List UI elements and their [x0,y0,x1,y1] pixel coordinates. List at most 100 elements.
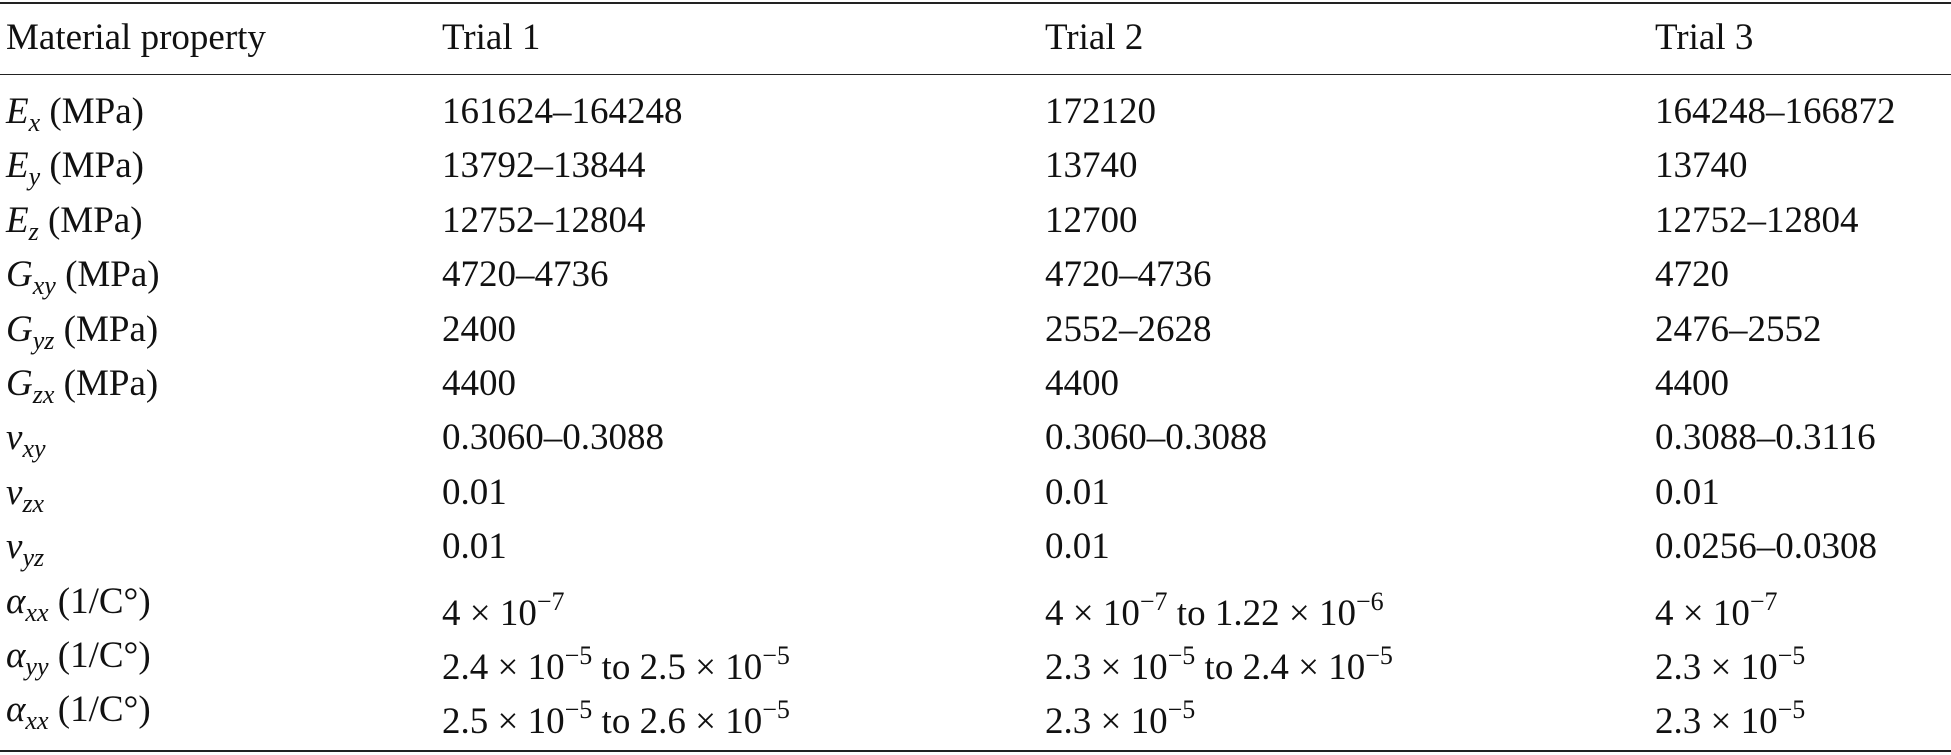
cell-sub: zx [22,488,45,518]
table-cell: αyy (1/C°) [6,634,151,681]
cell-sup: −7 [1139,586,1168,616]
cell-sub: zx [32,380,55,409]
cell-text: 2.3 × 10 [1655,647,1778,688]
cell-text: (MPa) [54,363,159,404]
table-cell: 12752–12804 [1655,199,1859,241]
cell-sup: −5 [762,641,790,670]
cell-sup: −5 [1365,641,1393,670]
table-cell: 4400 [1655,363,1729,404]
table-cell: 2400 [442,308,516,350]
cell-sup: −5 [564,695,593,725]
table-cell: αxx (1/C°) [6,688,151,736]
cell-text: to 2.4 × 10 [1195,647,1366,688]
table-cell: 2.5 × 10−5 to 2.6 × 10−5 [442,688,790,742]
cell-sub: y [28,162,41,192]
cell-text: (1/C°) [48,635,151,676]
table-cell: 4 × 10−7 [442,580,565,634]
table-cell: 12752–12804 [442,199,646,241]
table-cell: 0.01 [442,526,507,568]
header-cell: Trial 1 [442,17,541,58]
table-cell: 0.01 [1045,526,1110,568]
table-cell: Ex (MPa) [6,90,144,137]
header-cell: Trial 2 [1045,17,1144,58]
cell-italic: G [6,254,33,296]
cell-italic: E [6,91,29,132]
table-cell: 161624–164248 [442,91,683,132]
cell-italic: v [6,526,23,568]
table-cell: 2476–2552 [1655,308,1822,350]
cell-sup: −5 [1167,641,1196,670]
table-cell: 0.0256–0.0308 [1655,526,1877,568]
cell-sup: −6 [1355,586,1384,616]
cell-text: 2.4 × 10 [442,647,565,688]
cell-text: to 2.5 × 10 [592,647,763,688]
table-cell: 0.3060–0.3088 [442,417,664,459]
table-cell: 0.3060–0.3088 [1045,417,1267,459]
bottom-rule [0,750,1951,752]
table-cell: 13740 [1655,145,1748,187]
cell-italic: α [6,635,26,676]
table-cell: Gyz (MPa) [6,308,158,355]
table-cell: αxx (1/C°) [6,580,151,627]
table-cell: vxy [6,416,46,464]
top-rule [0,2,1951,4]
cell-sub: xy [22,434,46,464]
cell-text: 2.3 × 10 [1045,701,1168,743]
cell-sup: −7 [1749,586,1778,616]
cell-text: (MPa) [40,91,144,132]
cell-sub: xy [32,271,56,301]
cell-sub: yz [32,325,55,355]
cell-text: (1/C°) [48,580,151,622]
table-cell: 172120 [1045,91,1156,132]
table-cell: 0.01 [1655,471,1720,513]
cell-italic: α [6,689,26,731]
table-cell: 4400 [442,363,516,404]
cell-sup: −5 [1167,695,1196,725]
cell-text: (MPa) [40,145,144,187]
table-cell: vzx [6,471,45,518]
table-cell: 13792–13844 [442,145,646,187]
table-cell: Ey (MPa) [6,144,144,192]
cell-sup: −5 [762,695,790,725]
table-cell: Gxy (MPa) [6,253,160,301]
table-cell: 12700 [1045,199,1138,241]
cell-italic: E [6,145,29,187]
cell-italic: E [6,199,29,241]
cell-sup: −7 [536,586,565,616]
cell-text: (1/C°) [48,689,151,731]
table-cell: 4 × 10−7 [1655,580,1778,634]
cell-italic: G [6,308,33,350]
table-cell: 2.3 × 10−5 [1655,688,1806,742]
cell-sup: −5 [1777,695,1806,725]
header-cell: Material property [6,17,266,58]
table-cell: 2.4 × 10−5 to 2.5 × 10−5 [442,634,790,688]
table-cell: 2.3 × 10−5 [1045,688,1196,742]
table-cell: 4720–4736 [1045,254,1212,296]
table-cell: 4 × 10−7 to 1.22 × 10−6 [1045,580,1384,634]
table-cell: 2552–2628 [1045,308,1212,350]
cell-text: 2.5 × 10 [442,701,565,743]
cell-sup: −5 [564,641,593,670]
table-cell: 13740 [1045,145,1138,187]
cell-italic: α [6,580,26,622]
table-cell: Gzx (MPa) [6,362,159,409]
cell-text: 4 × 10 [1655,592,1750,634]
cell-italic: v [6,471,23,513]
cell-sub: xx [25,706,49,736]
table-cell: 0.01 [1045,471,1110,513]
table-cell: 4720–4736 [442,254,609,296]
cell-sub: x [28,108,41,137]
cell-italic: G [6,363,33,404]
cell-text: 2.3 × 10 [1655,701,1778,743]
cell-sub: z [28,216,39,246]
table-cell: 2.3 × 10−5 [1655,634,1805,688]
cell-text: to 1.22 × 10 [1167,592,1356,634]
cell-text: (MPa) [38,199,143,241]
cell-text: 2.3 × 10 [1045,647,1168,688]
cell-italic: v [6,417,23,459]
cell-text: 4 × 10 [442,592,537,634]
table-cell: vyz [6,525,44,572]
table-cell: 0.3088–0.3116 [1655,417,1876,459]
table-cell: 0.01 [442,471,507,513]
